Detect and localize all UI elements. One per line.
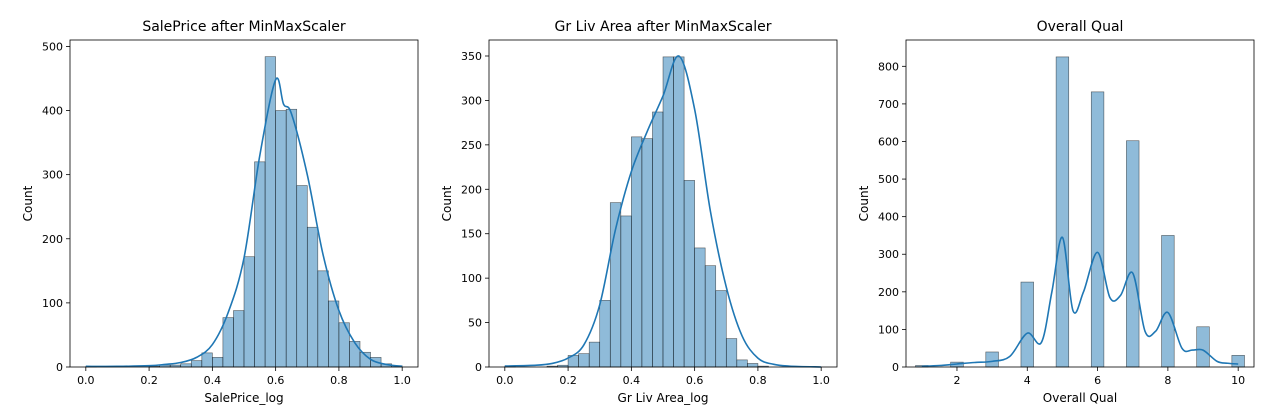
histogram-bar xyxy=(725,338,738,368)
y-tick-label: 100 xyxy=(878,323,899,336)
x-tick-label: 4 xyxy=(1024,374,1031,387)
x-tick-label: 1.0 xyxy=(393,374,411,387)
histogram-bar xyxy=(254,161,266,368)
histogram-bar xyxy=(683,180,695,368)
x-axis-label: SalePrice_log xyxy=(204,391,283,405)
histogram-bar xyxy=(275,110,287,368)
y-axis-label: Count xyxy=(857,185,871,221)
y-axis-label: Count xyxy=(21,185,35,221)
x-tick-label: 6 xyxy=(1094,374,1101,387)
x-tick-label: 0.2 xyxy=(559,374,577,387)
y-tick-label: 200 xyxy=(461,183,482,196)
chart-title: Gr Liv Area after MinMaxScaler xyxy=(555,19,772,35)
y-tick-label: 0 xyxy=(892,361,899,374)
histogram-bar xyxy=(641,138,653,368)
x-tick-label: 2 xyxy=(953,374,960,387)
histogram-bar xyxy=(662,56,674,368)
histogram-bar xyxy=(694,247,706,368)
chart-title: SalePrice after MinMaxScaler xyxy=(142,19,346,35)
histogram-bar xyxy=(673,56,685,368)
x-tick-label: 0.0 xyxy=(496,374,514,387)
y-tick-label: 300 xyxy=(878,248,899,261)
chart-panel-2: 0.0 0.2 0.4 0.6 0.8 1.0 0 50 100 150 200 250 300 350 G… xyxy=(440,19,838,405)
histogram-bar xyxy=(747,363,759,368)
y-tick-label: 0 xyxy=(475,361,482,374)
histogram-bar xyxy=(1126,140,1140,368)
histogram-bar xyxy=(620,215,632,368)
histogram-bar xyxy=(349,341,361,368)
histogram-bar xyxy=(588,341,601,368)
histogram-bar xyxy=(599,300,611,368)
kde-line xyxy=(85,77,403,368)
y-tick-label: 200 xyxy=(42,233,63,246)
histogram-bar xyxy=(212,357,224,368)
histogram-bar xyxy=(328,300,340,368)
histogram-bar xyxy=(985,351,999,368)
y-tick-label: 100 xyxy=(42,297,63,310)
histogram-bar xyxy=(180,363,192,368)
histogram-bar xyxy=(1055,56,1070,368)
x-tick-label: 1.0 xyxy=(812,374,830,387)
y-tick-label: 200 xyxy=(878,286,899,299)
y-tick-label: 700 xyxy=(878,98,899,111)
chart-panel-1: 0.0 0.2 0.4 0.6 0.8 1.0 0 100 200 300 400 500 SalePr… xyxy=(21,19,419,405)
histogram-bar xyxy=(715,290,727,368)
y-tick-label: 150 xyxy=(461,228,482,241)
x-tick-label: 0.0 xyxy=(77,374,95,387)
histogram-bar xyxy=(578,353,590,368)
histogram-bar xyxy=(631,136,643,368)
kde-line xyxy=(504,55,822,368)
y-tick-label: 600 xyxy=(878,135,899,148)
histogram-bar xyxy=(233,310,245,368)
y-tick-label: 300 xyxy=(461,94,482,107)
y-tick-label: 250 xyxy=(461,139,482,152)
y-tick-label: 100 xyxy=(461,272,482,285)
y-tick-label: 350 xyxy=(461,50,482,63)
y-axis-label: Count xyxy=(440,185,454,221)
y-tick-label: 400 xyxy=(42,105,63,118)
x-tick-label: 0.4 xyxy=(204,374,222,387)
y-tick-label: 0 xyxy=(56,361,63,374)
x-tick-label: 0.8 xyxy=(330,374,348,387)
histogram-bar xyxy=(1196,326,1210,368)
histogram-bar xyxy=(1020,281,1034,368)
axes-frame xyxy=(905,39,1255,368)
histogram-bar xyxy=(306,226,319,368)
x-tick-label: 0.6 xyxy=(267,374,285,387)
x-tick-label: 0.4 xyxy=(623,374,641,387)
x-tick-label: 8 xyxy=(1164,374,1171,387)
y-tick-label: 500 xyxy=(878,173,899,186)
kde-line xyxy=(921,236,1239,368)
histogram-bar xyxy=(736,359,748,368)
chart-title: Overall Qual xyxy=(1037,19,1124,35)
histogram-bar xyxy=(1161,235,1175,368)
histogram-bar xyxy=(704,265,717,368)
histogram-bar xyxy=(222,317,234,368)
x-tick-label: 0.6 xyxy=(686,374,704,387)
histogram-bar xyxy=(296,185,308,368)
x-axis-label: Overall Qual xyxy=(1043,391,1117,405)
histogram-bar xyxy=(201,352,213,368)
histogram-bar xyxy=(1231,355,1245,368)
y-tick-label: 800 xyxy=(878,60,899,73)
x-tick-label: 10 xyxy=(1231,374,1245,387)
histogram-bar xyxy=(243,256,255,368)
axes-frame xyxy=(69,39,419,368)
x-axis-label: Gr Liv Area_log xyxy=(618,391,709,405)
histogram-bar xyxy=(1090,91,1105,368)
x-tick-label: 0.8 xyxy=(749,374,767,387)
histogram-bar xyxy=(285,108,298,368)
x-tick-label: 0.2 xyxy=(140,374,158,387)
histogram-bar xyxy=(190,360,203,368)
y-tick-label: 300 xyxy=(42,169,63,182)
axes-frame xyxy=(488,39,838,368)
y-tick-label: 50 xyxy=(468,317,482,330)
y-tick-label: 500 xyxy=(42,40,63,53)
histogram-bar xyxy=(652,111,664,368)
histogram-bar xyxy=(317,270,329,368)
y-tick-label: 400 xyxy=(878,211,899,224)
